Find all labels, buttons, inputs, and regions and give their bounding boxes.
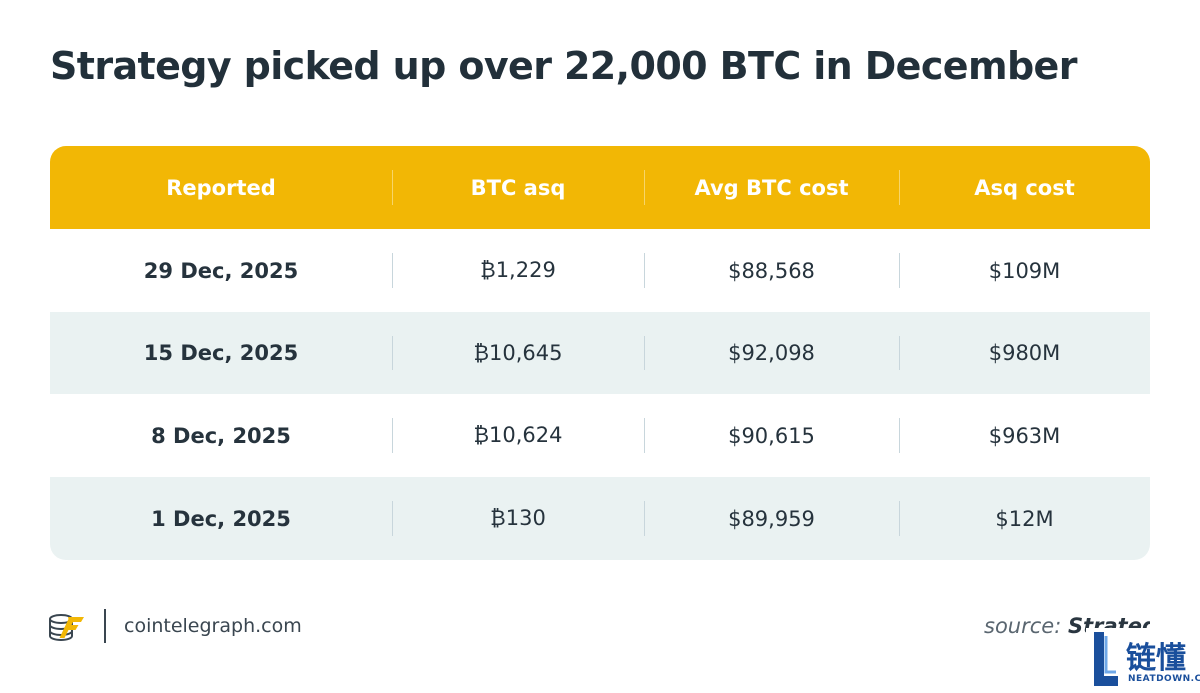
cointelegraph-logo-icon <box>49 614 84 641</box>
data-table: Reported BTC asq Avg BTC cost Asq cost 2… <box>50 146 1150 560</box>
table-row: 29 Dec, 2025 ₿1,229 $88,568 $109M <box>50 229 1150 312</box>
cell-btc-asq: ₿130 <box>392 477 644 560</box>
cell-avg-btc-cost: $92,098 <box>644 312 899 394</box>
table-row: 8 Dec, 2025 ₿10,624 $90,615 $963M <box>50 394 1150 477</box>
cell-asq-cost: $12M <box>899 477 1150 560</box>
cell-asq-cost: $963M <box>899 394 1150 477</box>
source-label: source: <box>984 614 1062 638</box>
cell-reported: 15 Dec, 2025 <box>143 341 299 365</box>
header-cell-reported: Reported <box>166 175 276 200</box>
footer-divider <box>104 609 106 643</box>
header-cell-asq-cost: Asq cost <box>899 146 1150 229</box>
header-cell-avg-btc-cost: Avg BTC cost <box>644 146 899 229</box>
neatdown-logo-icon <box>1094 632 1118 686</box>
table-row: 15 Dec, 2025 ₿10,645 $92,098 $980M <box>50 312 1150 394</box>
cell-avg-btc-cost: $89,959 <box>644 477 899 560</box>
cell-avg-btc-cost: $88,568 <box>644 229 899 312</box>
chart-title: Strategy picked up over 22,000 BTC in De… <box>50 44 1077 88</box>
cell-reported: 29 Dec, 2025 <box>143 258 299 283</box>
cell-btc-asq: ₿10,624 <box>392 394 644 477</box>
cell-reported: 8 Dec, 2025 <box>151 423 291 448</box>
cell-asq-cost: $109M <box>899 229 1150 312</box>
watermark-en-text: NEATDOWN.COM <box>1128 674 1200 684</box>
watermark-cn-text: 链懂 <box>1126 641 1186 676</box>
table-row: 1 Dec, 2025 ₿130 $89,959 $12M <box>50 477 1150 560</box>
cell-asq-cost: $980M <box>899 312 1150 394</box>
cell-btc-asq: ₿10,645 <box>392 312 644 394</box>
cell-reported: 1 Dec, 2025 <box>151 506 291 531</box>
cell-btc-asq: ₿1,229 <box>392 229 644 312</box>
cell-avg-btc-cost: $90,615 <box>644 394 899 477</box>
footer-site-link[interactable]: cointelegraph.com <box>124 615 302 637</box>
table-header-row: Reported BTC asq Avg BTC cost Asq cost <box>50 146 1150 229</box>
header-cell-btc-asq: BTC asq <box>392 146 644 229</box>
